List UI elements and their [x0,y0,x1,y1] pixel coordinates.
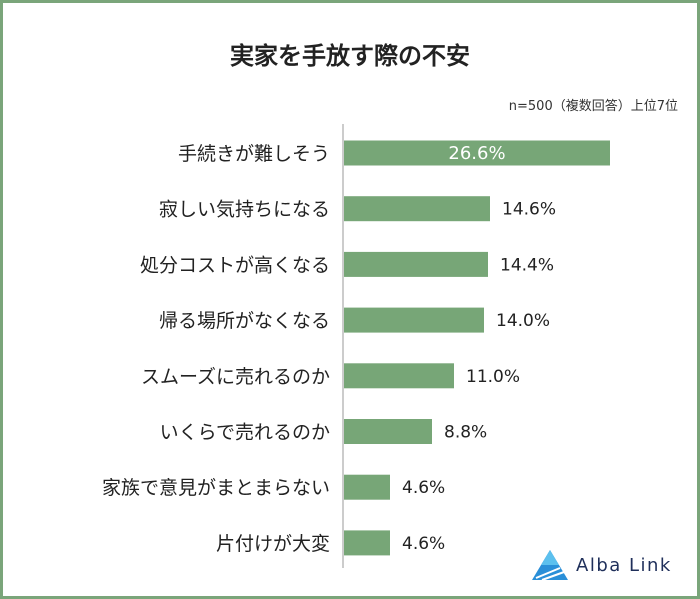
category-label: 片付けが大変 [216,533,330,555]
value-label: 4.6% [402,534,445,554]
logo-text: Alba Link [576,554,672,576]
value-label: 14.0% [496,311,550,331]
alba-link-logo: Alba Link [530,548,672,582]
category-label: 家族で意見がまとまらない [102,477,330,499]
category-label: 処分コストが高くなる [140,254,330,276]
bar [344,307,484,333]
chart-title: 実家を手放す際の不安 [230,42,470,70]
bar [344,251,488,277]
triangle-logo-icon [532,550,568,581]
value-label: 14.6% [502,200,556,220]
bar [344,530,390,556]
category-label: 寂しい気持ちになる [159,199,330,221]
sample-note: n=500（複数回答）上位7位 [508,99,678,114]
bar [344,363,454,389]
category-label: いくらで売れるのか [160,422,330,444]
bar [344,196,490,222]
value-label: 8.8% [444,423,487,443]
value-label: 26.6% [448,143,505,164]
value-label: 14.4% [500,255,554,275]
category-label: スムーズに売れるのか [141,366,330,388]
category-label: 帰る場所がなくなる [159,310,330,332]
bar [344,419,432,444]
category-label: 手続きが難しそう [178,143,330,165]
value-label: 11.0% [466,367,520,387]
bar [344,474,390,500]
bar [344,140,610,166]
value-label: 4.6% [402,478,445,498]
